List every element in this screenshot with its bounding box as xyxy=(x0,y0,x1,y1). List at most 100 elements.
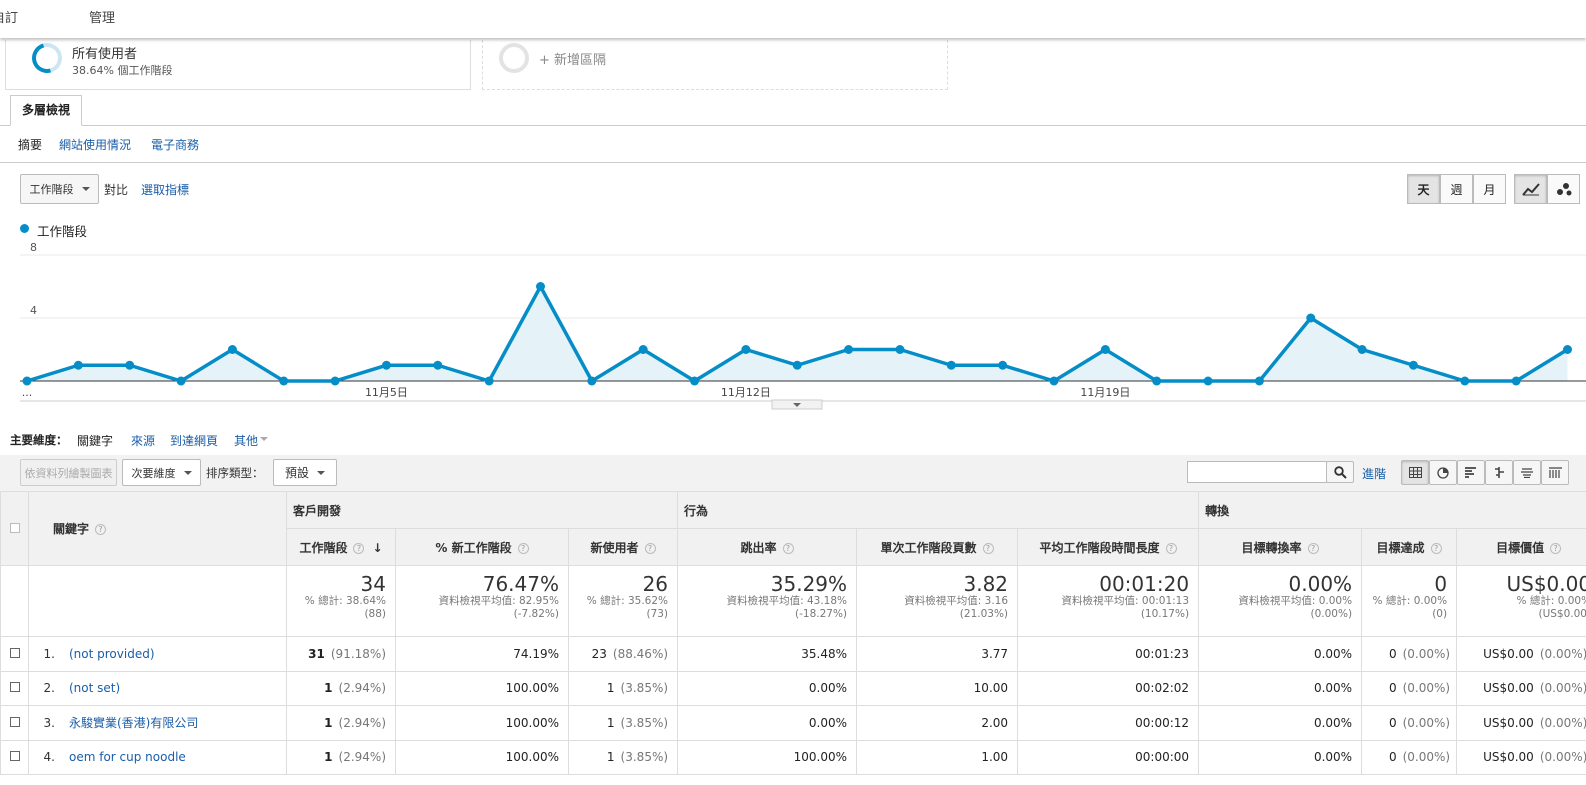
totals-cell: 35.29% 資料檢視平均值: 43.18% (-18.27%) xyxy=(677,565,858,637)
row-checkbox[interactable] xyxy=(9,751,20,762)
select-all-cell[interactable] xyxy=(0,491,29,566)
motion-chart-toggle[interactable] xyxy=(1547,174,1580,204)
col-new-users[interactable]: 新使用者? xyxy=(567,528,679,566)
table-column-header-row: 工作階段? ↓ % 新工作階段? 新使用者? 跳出率? 單次工作階段頁數? 平均工… xyxy=(1,528,1586,566)
conversion-rate-cell: 0.00% xyxy=(1198,705,1363,741)
help-icon[interactable]: ? xyxy=(1550,542,1562,554)
goal-value-pct: (0.00%) xyxy=(1539,646,1586,661)
legend-dot-icon xyxy=(20,224,29,233)
add-segment-label: + 新增區隔 xyxy=(539,53,607,68)
comparison-icon xyxy=(1495,467,1504,478)
select-metric-link[interactable]: 選取指標 xyxy=(141,183,190,197)
new-sessions-cell: 100.00% xyxy=(395,705,569,741)
help-icon[interactable]: ? xyxy=(95,524,107,535)
pages-per-session-cell: 3.77 xyxy=(856,636,1019,672)
granularity-day-button[interactable]: 天 xyxy=(1407,174,1440,204)
explorer-table: 關鍵字? 客戶開發 行為 轉換 工作階段? ↓ % 新工作階段? 新使用者? 跳出… xyxy=(0,491,1586,775)
help-icon[interactable]: ? xyxy=(353,542,365,554)
keyword-header-label: 關鍵字 xyxy=(53,522,90,536)
pivot-view-button[interactable] xyxy=(1541,460,1569,485)
tab-explorer[interactable]: 多層檢視 xyxy=(10,95,82,126)
add-segment-card[interactable]: + 新增區隔 xyxy=(482,40,948,90)
keyword-link[interactable]: 永駿實業(香港)有限公司 xyxy=(69,716,199,731)
granularity-week-button[interactable]: 週 xyxy=(1440,174,1473,204)
help-icon[interactable]: ? xyxy=(782,542,794,554)
keyword-link[interactable]: (not provided) xyxy=(69,646,155,661)
col-bounce-rate[interactable]: 跳出率? xyxy=(677,528,858,566)
data-point xyxy=(998,360,1008,370)
goal-value-pct: (0.00%) xyxy=(1539,750,1586,765)
row-checkbox-cell[interactable] xyxy=(0,705,29,741)
data-view-button[interactable] xyxy=(1401,460,1429,485)
granularity-month-button[interactable]: 月 xyxy=(1473,174,1506,204)
secondary-dimension-dropdown[interactable]: 次要維度 xyxy=(122,459,201,486)
col-goal-conversion-rate[interactable]: 目標轉換率? xyxy=(1198,528,1363,566)
segment-donut-icon xyxy=(26,37,68,79)
comparison-view-button[interactable] xyxy=(1485,460,1513,485)
line-chart-toggle[interactable] xyxy=(1514,174,1547,204)
sessions-value: 1 xyxy=(324,715,333,730)
col-goal-completions[interactable]: 目標達成? xyxy=(1361,528,1458,566)
keyword-link[interactable]: oem for cup noodle xyxy=(69,750,186,765)
dimension-other[interactable]: 其他 xyxy=(234,434,259,448)
segment-card-all-users[interactable]: 所有使用者 38.64% 個工作階段 xyxy=(5,37,471,90)
help-icon[interactable]: ? xyxy=(1307,542,1319,554)
percentage-view-button[interactable] xyxy=(1429,460,1457,485)
row-checkbox[interactable] xyxy=(9,647,20,658)
plot-rows-button[interactable]: 依資料列繪製圖表 xyxy=(20,459,117,486)
keyword-cell: 2. (not set) xyxy=(28,670,287,706)
keyword-cell: 3. 永駿實業(香港)有限公司 xyxy=(28,705,287,741)
help-icon[interactable]: ? xyxy=(1430,542,1442,554)
advanced-link[interactable]: 進階 xyxy=(1362,467,1387,481)
col-goal-value[interactable]: 目標價值? xyxy=(1456,528,1586,566)
subnav-ecommerce[interactable]: 電子商務 xyxy=(151,138,200,152)
table-search-input[interactable] xyxy=(1187,461,1327,483)
row-checkbox[interactable] xyxy=(9,716,20,727)
goal-value-cell: US$0.00 (0.00%) xyxy=(1456,636,1586,672)
data-point xyxy=(536,282,545,291)
keyword-link[interactable]: (not set) xyxy=(69,681,121,696)
help-icon[interactable]: ? xyxy=(644,542,656,554)
subnav-summary[interactable]: 摘要 xyxy=(18,138,43,152)
row-checkbox-cell[interactable] xyxy=(0,636,29,672)
dimension-source[interactable]: 來源 xyxy=(131,434,156,448)
table-row: 3. 永駿實業(香港)有限公司 1 (2.94%) 100.00% 1 (3.85%) 0.0… xyxy=(0,705,1586,741)
col-pages-per-session[interactable]: 單次工作階段頁數? xyxy=(856,528,1019,566)
total-value: 0 xyxy=(1434,572,1448,596)
sort-type-dropdown[interactable]: 預設 xyxy=(273,459,337,486)
metric-dropdown[interactable]: 工作階段 xyxy=(20,174,99,204)
table-row: 1. (not provided) 31 (91.18%) 74.19% 23 (88.46… xyxy=(0,636,1586,672)
subnav-site-usage[interactable]: 網站使用情況 xyxy=(59,138,132,152)
col-sessions[interactable]: 工作階段? ↓ xyxy=(286,528,396,566)
total-comparison: 資料檢視平均值: 3.16 xyxy=(904,595,1009,607)
row-checkbox[interactable] xyxy=(9,682,20,693)
goal-completions-cell: 0 (0.00%) xyxy=(1361,705,1458,741)
new-users-cell: 1 (3.85%) xyxy=(567,670,679,706)
performance-view-button[interactable] xyxy=(1457,460,1485,485)
data-point xyxy=(946,360,956,370)
sessions-pct: (2.94%) xyxy=(338,750,386,765)
dimension-keyword[interactable]: 關鍵字 xyxy=(77,434,114,448)
top-nav-bar: 自訂 管理 xyxy=(0,0,1586,38)
sort-type-label: 排序類型： xyxy=(206,466,264,480)
col-new-sessions-pct[interactable]: % 新工作階段? xyxy=(395,528,569,566)
term-cloud-view-button[interactable] xyxy=(1513,460,1541,485)
help-icon[interactable]: ? xyxy=(1165,542,1177,554)
help-icon[interactable]: ? xyxy=(517,542,529,554)
col-conv-rate-label: 目標轉換率 xyxy=(1241,540,1302,555)
row-checkbox-cell[interactable] xyxy=(0,739,29,775)
completions-value: 0 xyxy=(1388,646,1397,661)
completions-pct: (0.00%) xyxy=(1402,646,1451,661)
search-button[interactable] xyxy=(1326,461,1354,483)
conversion-rate-cell: 0.00% xyxy=(1198,670,1363,706)
nav-admin[interactable]: 管理 xyxy=(89,11,116,26)
row-checkbox-cell[interactable] xyxy=(0,670,29,706)
help-icon[interactable]: ? xyxy=(982,542,994,554)
col-avg-session-duration[interactable]: 平均工作階段時間長度? xyxy=(1017,528,1200,566)
nav-custom[interactable]: 自訂 xyxy=(0,11,19,26)
y-tick-label: 8 xyxy=(30,241,37,254)
data-point xyxy=(1152,376,1162,386)
dimension-landing-page[interactable]: 到達網頁 xyxy=(170,434,219,448)
select-all-checkbox[interactable] xyxy=(9,522,20,533)
keyword-column-header[interactable]: 關鍵字? xyxy=(28,491,287,566)
